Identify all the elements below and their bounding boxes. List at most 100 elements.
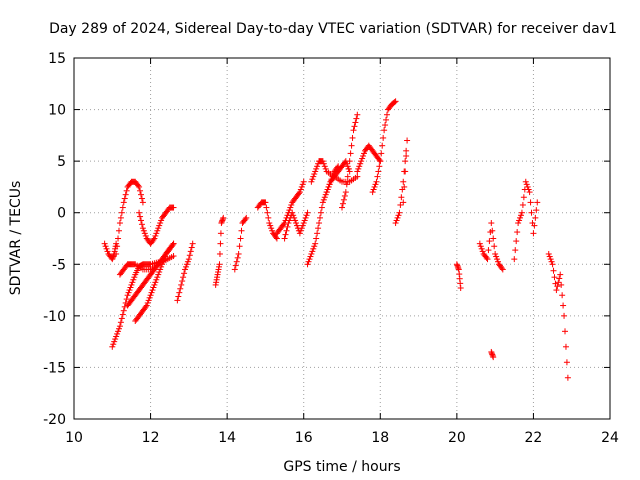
data-point — [135, 182, 142, 189]
data-point — [551, 274, 558, 281]
data-point — [564, 374, 571, 381]
data-point — [285, 220, 292, 227]
data-point — [356, 163, 363, 170]
data-point — [402, 158, 409, 165]
data-point — [124, 292, 131, 299]
data-point — [303, 212, 310, 219]
data-point — [297, 227, 304, 234]
data-point — [306, 256, 313, 263]
data-point — [296, 230, 303, 237]
data-point — [316, 214, 323, 221]
data-point — [120, 199, 127, 206]
data-point — [282, 231, 289, 238]
data-point — [111, 338, 118, 345]
data-point — [340, 196, 347, 203]
data-point — [302, 214, 309, 221]
data-point — [159, 261, 166, 268]
data-point — [492, 250, 499, 257]
x-tick-label: 20 — [448, 430, 466, 446]
data-point — [400, 178, 407, 185]
data-point — [546, 253, 553, 260]
data-point — [115, 235, 122, 242]
chart-title: Day 289 of 2024, Sidereal Day-to-day VTE… — [49, 21, 617, 37]
plot-frame — [73, 57, 611, 420]
data-point — [513, 238, 520, 245]
data-point — [300, 220, 307, 227]
data-point — [525, 186, 532, 193]
data-point — [184, 258, 191, 265]
data-point — [263, 204, 270, 211]
data-point — [404, 137, 411, 144]
y-axis-label: SDTVAR / TECUs — [8, 181, 24, 296]
data-point — [113, 333, 120, 340]
data-point — [138, 195, 145, 202]
data-point — [179, 278, 186, 285]
data-point — [488, 220, 495, 227]
data-point — [299, 222, 306, 229]
data-point — [290, 212, 297, 219]
data-point — [180, 274, 187, 281]
data-point — [238, 227, 245, 234]
data-point — [101, 240, 108, 247]
data-point — [383, 116, 390, 123]
x-tick-label: 18 — [371, 430, 389, 446]
data-point — [304, 209, 311, 216]
x-tick-label: 14 — [218, 430, 236, 446]
data-point — [186, 252, 193, 259]
data-point — [558, 281, 565, 288]
data-point — [392, 220, 399, 227]
y-tick-label: -10 — [43, 309, 66, 325]
data-point — [116, 323, 123, 330]
data-point — [104, 248, 111, 255]
data-point — [324, 186, 331, 193]
data-point — [520, 194, 527, 201]
data-point — [314, 163, 321, 170]
data-point — [117, 214, 124, 221]
data-point — [319, 199, 326, 206]
data-point — [515, 220, 522, 227]
data-point — [141, 230, 148, 237]
data-point — [138, 217, 144, 224]
data-point — [297, 186, 304, 193]
data-point — [127, 284, 134, 291]
data-point — [533, 207, 540, 214]
data-point — [380, 134, 387, 141]
data-point — [312, 168, 319, 175]
data-point — [217, 230, 224, 237]
y-tick-label: 10 — [48, 103, 66, 119]
data-point — [169, 241, 176, 248]
data-point — [499, 266, 506, 273]
data-point — [478, 245, 485, 252]
data-point — [136, 209, 143, 216]
data-point — [112, 336, 119, 343]
data-point — [120, 307, 127, 314]
data-point — [402, 168, 409, 175]
data-point — [530, 230, 537, 237]
data-point — [231, 266, 238, 273]
data-point — [550, 267, 557, 274]
data-point — [369, 189, 376, 196]
data-point — [296, 189, 303, 196]
data-point — [346, 158, 353, 165]
data-point — [177, 285, 184, 292]
data-point — [138, 221, 145, 228]
data-point — [119, 204, 126, 211]
x-tick-label: 12 — [142, 430, 160, 446]
data-point — [119, 311, 126, 318]
data-point — [115, 325, 122, 332]
x-tick-label: 16 — [295, 430, 313, 446]
data-point — [498, 265, 505, 272]
data-point — [155, 271, 162, 278]
data-point — [486, 238, 493, 245]
data-point — [320, 160, 327, 167]
data-point — [348, 142, 355, 149]
data-point — [490, 235, 497, 242]
data-point — [115, 328, 122, 335]
data-point — [563, 359, 570, 366]
data-point — [150, 236, 157, 243]
x-tick-label: 22 — [525, 430, 543, 446]
data-point — [137, 187, 144, 194]
data-point — [154, 274, 161, 281]
data-point — [160, 258, 167, 265]
data-point — [161, 253, 168, 260]
